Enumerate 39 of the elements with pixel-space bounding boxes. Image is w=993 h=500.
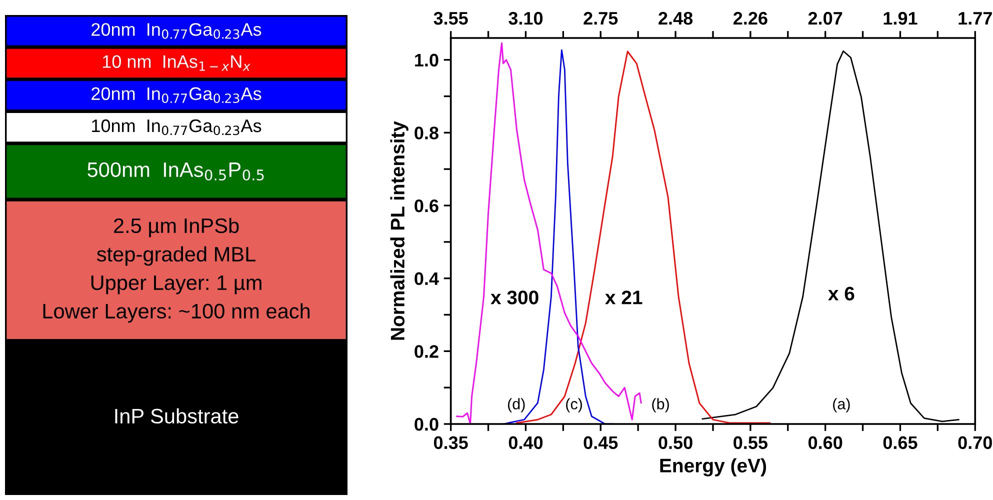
y-tick-label: 0.0: [414, 418, 438, 431]
text: 2.26: [733, 12, 768, 25]
annotation: x 300: [490, 290, 538, 304]
y-tick-label: 0.2: [414, 345, 438, 358]
x-tick-label: 0.45: [584, 436, 618, 450]
text: 2.75: [584, 12, 618, 25]
x-tick-label: 0.60: [808, 436, 842, 450]
annotation: x 21: [605, 290, 642, 304]
text: 1.77: [958, 12, 992, 25]
y-tick-label: 0.8: [414, 126, 438, 140]
text: 500nm InAs$_{0.5}$P$_{0.5}$: [88, 162, 264, 180]
text: 3.10: [508, 12, 543, 25]
x-tick-label: 0.70: [958, 436, 992, 450]
line-series: [456, 42, 642, 424]
annotation: (d): [508, 398, 525, 412]
annotation: (a): [833, 398, 850, 412]
text: 3.55: [434, 12, 468, 25]
y-axis-title: Normalized PL intensity: [390, 121, 408, 340]
text: 2.5 µm InPSb step-graded MBL Upper Layer: 1 µm Lower Layers: ~100 nm each: [43, 218, 310, 323]
y-tick-label: 0.4: [414, 272, 439, 286]
text: 2.07: [808, 12, 842, 25]
text: 10 nm InAs$_{1−x}$N$_{x}$: [102, 55, 250, 71]
x-tick-label: 0.50: [658, 436, 692, 450]
x-tick-label: 0.65: [883, 436, 918, 450]
x-axis-title: Energy (eV): [660, 458, 766, 476]
text: 20nm In$_{0.77}$Ga$_{0.23}$As: [92, 23, 262, 39]
text: InP Substrate: [115, 408, 238, 424]
y-tick-label: 0.6: [414, 199, 438, 212]
text: 2.48: [658, 12, 693, 25]
annotation: x 6: [828, 286, 854, 300]
annotation: (c): [566, 398, 582, 412]
text: 10nm In$_{0.77}$Ga$_{0.23}$As: [92, 119, 262, 136]
x-tick-label: 0.35: [434, 436, 468, 450]
annotation: (b): [652, 398, 669, 412]
x-tick-label: 0.40: [508, 436, 543, 450]
text: 20nm In$_{0.77}$Ga$_{0.23}$As: [92, 87, 262, 104]
text: 1.91: [884, 12, 918, 25]
y-tick-label: 1.0: [415, 54, 438, 67]
x-tick-label: 0.55: [734, 436, 768, 450]
